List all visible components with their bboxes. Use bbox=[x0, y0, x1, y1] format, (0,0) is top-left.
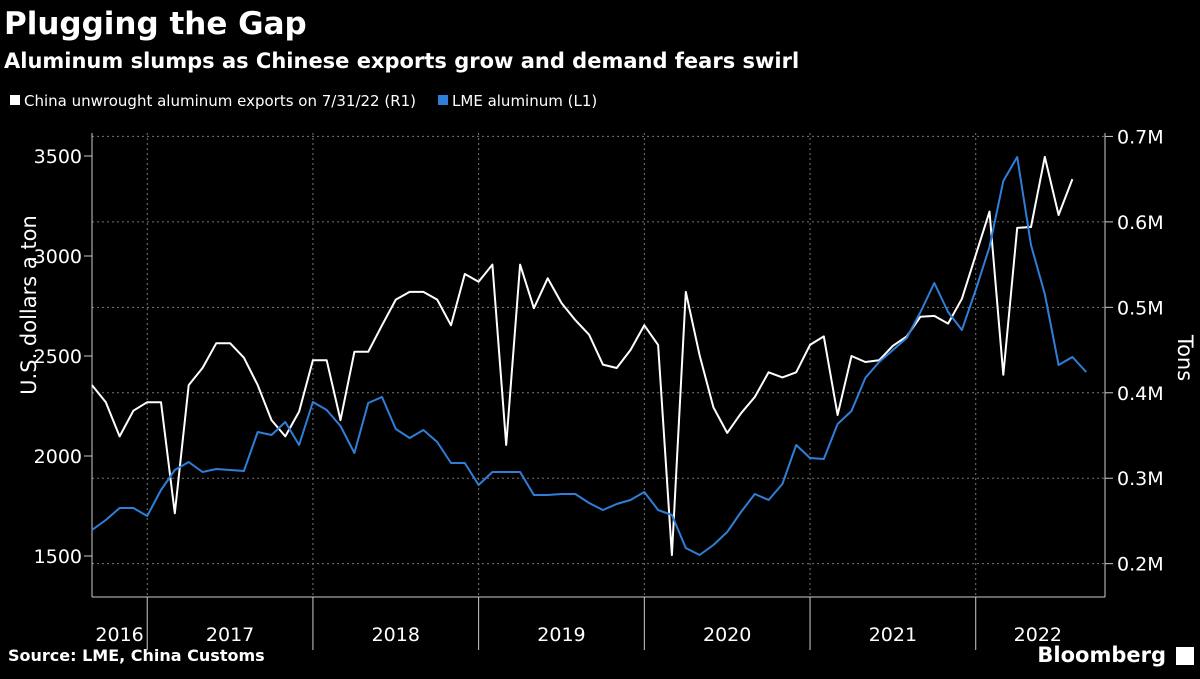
y2-tick-label: 0.7M bbox=[1117, 126, 1164, 148]
chart-subtitle: Aluminum slumps as Chinese exports grow … bbox=[4, 49, 799, 73]
y-tick-label: 2000 bbox=[34, 446, 82, 468]
x-tick-label: 2017 bbox=[206, 624, 254, 646]
x-tick-label: 2021 bbox=[869, 624, 917, 646]
legend-swatch bbox=[438, 95, 449, 105]
y2-tick-label: 0.4M bbox=[1117, 383, 1164, 405]
y2-tick-label: 0.5M bbox=[1117, 297, 1164, 319]
legend-swatch bbox=[10, 95, 20, 105]
x-tick-label: 2018 bbox=[372, 624, 420, 646]
source: Source: LME, China Customs bbox=[8, 646, 265, 665]
chart-title: Plugging the Gap bbox=[4, 6, 307, 42]
series-line bbox=[91, 156, 1087, 556]
x-tick-label: 2022 bbox=[1014, 624, 1062, 646]
legend-label: LME aluminum (L1) bbox=[452, 92, 597, 110]
y-tick-label: 2500 bbox=[34, 346, 82, 368]
y2-tick-label: 0.3M bbox=[1117, 468, 1164, 490]
legend-label: China unwrought aluminum exports on 7/31… bbox=[24, 92, 416, 110]
brand-icon bbox=[1176, 647, 1194, 665]
x-tick-label: 2019 bbox=[537, 624, 585, 646]
brand: Bloomberg bbox=[1037, 643, 1166, 667]
y2-axis-label: Tons bbox=[1173, 334, 1197, 381]
y-tick-label: 1500 bbox=[34, 546, 82, 568]
y2-tick-label: 0.6M bbox=[1117, 212, 1164, 234]
y2-tick-label: 0.2M bbox=[1117, 554, 1164, 576]
y-axis-label: U.S. dollars a ton bbox=[17, 215, 41, 395]
y-tick-label: 3000 bbox=[34, 246, 82, 268]
x-tick-label: 2020 bbox=[703, 624, 751, 646]
x-tick-label: 2016 bbox=[95, 624, 143, 646]
y-tick-label: 3500 bbox=[34, 146, 82, 168]
